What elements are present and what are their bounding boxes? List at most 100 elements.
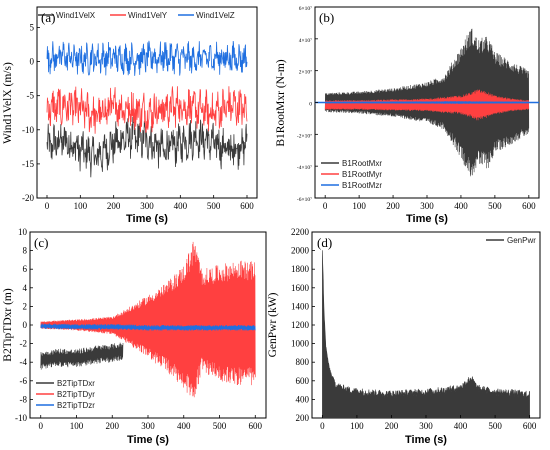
panel-c-x-tick-label: 200 <box>105 421 119 431</box>
panel-d: 0 100 200 300 400 500 600 200 400 600 800 1000 1200 1… <box>267 227 541 446</box>
panel-d-legend-entry: GenPwr <box>507 236 536 245</box>
panel-b-series-b1rootmzr <box>324 101 530 104</box>
panel-d-y-tick-label: 1400 <box>291 301 310 311</box>
panel-b-label: (b) <box>319 10 334 25</box>
panel-d-series-genpwr <box>322 250 530 418</box>
panel-b-y-tick-label: 0 <box>309 102 312 108</box>
panel-c-y-tick-label: -6 <box>20 376 28 386</box>
panel-c-y-axis-label: B2TipTDxr (m) <box>2 288 14 362</box>
panel-a-y-tick-label: -15 <box>22 159 34 169</box>
panel-d-x-tick-label: 0 <box>320 421 325 431</box>
panel-a-legend-entry: Wind1VelX <box>56 11 96 20</box>
panel-a-y-tick-label: -5 <box>27 91 35 101</box>
panel-a-y-tick-label: -20 <box>22 193 34 203</box>
panel-a-x-tick-label: 200 <box>107 201 121 211</box>
panel-c: 0 100 200 300 400 500 600 -10 -8 -6 -4 -2 0 2 4 6 8 10 B2… <box>2 227 267 446</box>
panel-d-y-tick-label: 600 <box>296 376 310 386</box>
panel-d-x-tick-label: 200 <box>385 421 399 431</box>
panel-b-x-axis-label: Time (s) <box>406 213 448 225</box>
panel-c-y-tick-label: -10 <box>15 413 27 423</box>
panel-d-x-tick-label: 500 <box>488 421 502 431</box>
panel-a-x-tick-label: 0 <box>45 201 50 211</box>
panel-b-x-tick-label: 600 <box>522 201 536 211</box>
panel-a-y-tick-label: -10 <box>22 125 34 135</box>
panel-a-y-axis-label: Wind1VelX (m/s) <box>2 62 14 144</box>
panel-b-series-b1rootmyr <box>324 89 530 121</box>
panel-d-y-tick-label: 1200 <box>291 320 310 330</box>
panel-b-x-tick-label: 400 <box>454 201 468 211</box>
panel-c-y-tick-label: 10 <box>18 227 28 237</box>
panel-c-x-axis-label: Time (s) <box>127 434 169 446</box>
panel-c-y-tick-label: 4 <box>23 283 28 293</box>
panel-d-label: (d) <box>317 235 332 250</box>
panel-c-series-b2tiptdxr <box>40 342 124 370</box>
panel-d-y-tick-label: 800 <box>296 357 310 367</box>
panel-a-series-wind1vely <box>46 86 248 134</box>
panel-d-y-tick-label: 1800 <box>291 264 310 274</box>
panel-b-legend-entry: B1RootMyr <box>342 170 382 179</box>
panel-a-x-tick-label: 300 <box>140 201 154 211</box>
panel-b-y-tick-label: 4×10⁷ <box>299 38 312 44</box>
panel-c-x-tick-label: 300 <box>141 421 155 431</box>
panel-b-x-tick-label: 500 <box>488 201 502 211</box>
panel-a-legend-entry: Wind1VelZ <box>196 11 235 20</box>
panel-a-x-tick-label: 100 <box>74 201 88 211</box>
panel-c-series-b2tiptdzr <box>40 323 256 331</box>
panel-d-y-tick-label: 400 <box>296 394 310 404</box>
panel-b-y-tick-label: -4×10⁷ <box>297 165 312 171</box>
panel-b-x-tick-label: 0 <box>323 201 328 211</box>
panel-d-y-tick-label: 1000 <box>291 339 310 349</box>
panel-c-y-tick-label: 0 <box>23 320 28 330</box>
panel-c-y-tick-label: -8 <box>20 394 28 404</box>
panel-b-series-b1rootmxr <box>324 28 530 177</box>
panel-c-label: (c) <box>34 235 48 250</box>
panel-a: 0 100 200 300 400 500 600 -20 -15 -10 -5 0 5 Wind1Ve… <box>2 6 258 225</box>
panel-b-x-tick-label: 200 <box>386 201 400 211</box>
panel-c-legend-entry: B2TipTDzr <box>57 401 95 410</box>
panel-d-x-tick-label: 100 <box>350 421 364 431</box>
panel-c-y-tick-label: 2 <box>23 301 28 311</box>
panel-d-x-tick-label: 400 <box>454 421 468 431</box>
panel-a-y-tick-label: 0 <box>30 57 35 67</box>
panel-d-x-tick-label: 600 <box>523 421 537 431</box>
panel-c-y-tick-label: 8 <box>23 246 28 256</box>
panel-c-legend-entry: B2TipTDxr <box>57 379 95 388</box>
panel-b-y-tick-label: 6×10⁷ <box>299 6 312 12</box>
panel-b-x-tick-label: 300 <box>420 201 434 211</box>
panel-b-x-tick-label: 100 <box>352 201 366 211</box>
panel-c-x-tick-label: 0 <box>38 421 43 431</box>
panel-c-x-tick-label: 400 <box>177 421 191 431</box>
panel-c-x-tick-label: 100 <box>70 421 84 431</box>
panel-a-y-tick-label: 5 <box>30 22 35 32</box>
panel-c-x-tick-label: 500 <box>213 421 227 431</box>
panel-a-label: (a) <box>41 10 55 25</box>
panel-c-legend-entry: B2TipTDyr <box>57 390 95 399</box>
panel-c-y-tick-label: -4 <box>20 357 28 367</box>
panel-c-series-b2tiptdyr <box>40 241 256 398</box>
panel-a-x-tick-label: 500 <box>207 201 221 211</box>
panel-b-legend-entry: B1RootMxr <box>342 159 382 168</box>
panel-d-x-axis-label: Time (s) <box>405 434 447 446</box>
panel-d-y-tick-label: 200 <box>296 413 310 423</box>
panel-a-x-axis-label: Time (s) <box>126 213 168 225</box>
panel-b-y-tick-label: -6×10⁷ <box>297 197 312 203</box>
panel-c-y-tick-label: 6 <box>23 264 28 274</box>
panel-b-y-axis-label: B1RootMxr (N-m) <box>275 59 287 146</box>
panel-a-series-wind1velx <box>46 114 248 178</box>
panel-a-series-wind1velz <box>46 40 248 76</box>
panel-a-x-tick-label: 600 <box>240 201 254 211</box>
panel-b: 0 100 200 300 400 500 600 -6×10⁷ -4×10⁷ -2×10⁷ 0 2×… <box>275 6 540 225</box>
panel-d-y-axis-label: GenPwr (kW) <box>267 292 279 357</box>
panel-c-x-tick-label: 600 <box>249 421 263 431</box>
panel-d-x-tick-label: 300 <box>419 421 433 431</box>
panel-d-y-tick-label: 2200 <box>291 227 310 237</box>
panel-b-legend-entry: B1RootMzr <box>342 181 382 190</box>
panel-d-y-tick-label: 2000 <box>291 246 310 256</box>
panel-a-legend-entry: Wind1VelY <box>128 11 168 20</box>
panel-b-y-tick-label: -2×10⁷ <box>297 133 312 139</box>
panel-a-x-tick-label: 400 <box>174 201 188 211</box>
panel-b-y-tick-label: 2×10⁷ <box>299 70 312 76</box>
panel-c-y-tick-label: -2 <box>20 339 28 349</box>
panel-d-y-tick-label: 1600 <box>291 283 310 293</box>
